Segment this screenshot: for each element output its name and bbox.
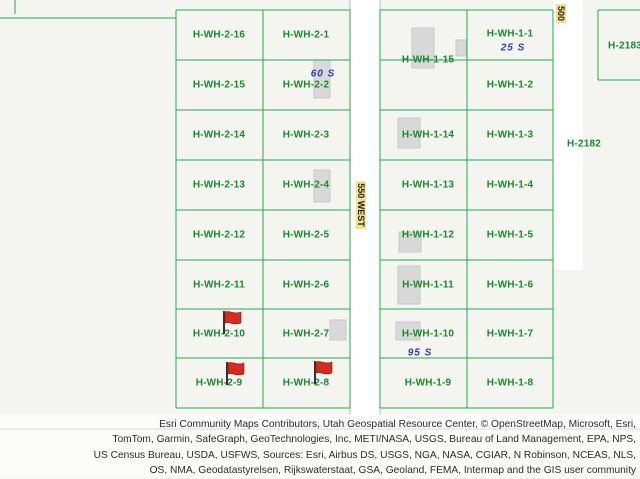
red-flag-icon[interactable] bbox=[221, 309, 243, 335]
lot-label[interactable]: H-WH-2-3 bbox=[282, 129, 330, 141]
lot-label[interactable]: H-WH-2-2 bbox=[282, 79, 330, 91]
attribution-line: Esri Community Maps Contributors, Utah G… bbox=[159, 419, 636, 430]
lot-label[interactable]: H-WH-2-15 bbox=[192, 79, 246, 91]
lot-label[interactable]: H-WH-2-12 bbox=[192, 229, 246, 241]
lot-label[interactable]: H-WH-1-13 bbox=[401, 179, 455, 191]
lot-label[interactable]: H-WH-2-8 bbox=[282, 377, 330, 389]
lot-label[interactable]: H-WH-1-8 bbox=[486, 377, 534, 389]
lot-label[interactable]: H-2182 bbox=[567, 138, 601, 150]
lot-label[interactable]: H-WH-2-11 bbox=[193, 279, 245, 290]
lot-label[interactable]: H-WH-2-16 bbox=[192, 29, 246, 41]
road-500 bbox=[553, 0, 583, 270]
lot-label[interactable]: H-WH-1-4 bbox=[486, 179, 534, 191]
lot-label[interactable]: H-WH-1-5 bbox=[486, 229, 534, 241]
lot-label[interactable]: H-WH-1-7 bbox=[486, 328, 534, 339]
lot-label[interactable]: H-WH-1-2 bbox=[486, 79, 534, 91]
lot-label[interactable]: H-WH-2-13 bbox=[192, 179, 246, 191]
red-flag-icon[interactable] bbox=[224, 360, 246, 386]
east-block-grid bbox=[379, 9, 554, 409]
attribution-line: OS, NMA, Geodatastyrelsen, Rijkswatersta… bbox=[149, 465, 636, 477]
lot-label[interactable]: H-WH-2-4 bbox=[282, 179, 330, 191]
lot-label[interactable]: H-WH-1-15 bbox=[401, 54, 455, 66]
red-flag-icon[interactable] bbox=[312, 359, 334, 385]
street-label-550-west: 550 WEST bbox=[355, 181, 366, 229]
lot-label[interactable]: H-WH-2-6 bbox=[282, 279, 330, 290]
lot-label[interactable]: H-WH-2-5 bbox=[282, 229, 330, 241]
attribution-line: US Census Bureau, USDA, USFWS, Sources: … bbox=[93, 449, 636, 461]
lot-label[interactable]: H-WH-1-11 bbox=[402, 279, 454, 290]
attribution-line: TomTom, Garmin, SafeGraph, GeoTechnologi… bbox=[112, 434, 636, 446]
lot-label[interactable]: H-WH-2-14 bbox=[192, 129, 246, 141]
lot-label[interactable]: H-WH-1-6 bbox=[486, 279, 534, 290]
west-block-grid bbox=[175, 9, 351, 409]
address-number: 25 S bbox=[500, 42, 526, 54]
lot-label[interactable]: H-WH-2-7 bbox=[282, 328, 330, 339]
lot-label[interactable]: H-WH-1-14 bbox=[401, 129, 455, 141]
lot-label[interactable]: H-WH-1-3 bbox=[486, 129, 534, 141]
address-number: 95 S bbox=[407, 347, 433, 359]
building-footprints bbox=[313, 27, 467, 341]
lot-label[interactable]: H-WH-2-9 bbox=[195, 377, 243, 389]
lot-label[interactable]: H-WH-1-9 bbox=[404, 377, 452, 389]
address-number: 60 S bbox=[310, 68, 336, 80]
lot-label[interactable]: H-WH-2-10 bbox=[192, 328, 246, 339]
street-label-500: 500 bbox=[556, 4, 566, 24]
map-attribution: Esri Community Maps Contributors, Utah G… bbox=[0, 414, 640, 478]
lot-label[interactable]: H-2183 bbox=[608, 40, 640, 52]
lot-label[interactable]: H-WH-1-12 bbox=[401, 229, 455, 241]
lot-label[interactable]: H-WH-1-10 bbox=[401, 328, 455, 339]
lot-label[interactable]: H-WH-1-1 bbox=[486, 28, 534, 40]
lot-label[interactable]: H-WH-2-1 bbox=[282, 29, 330, 41]
